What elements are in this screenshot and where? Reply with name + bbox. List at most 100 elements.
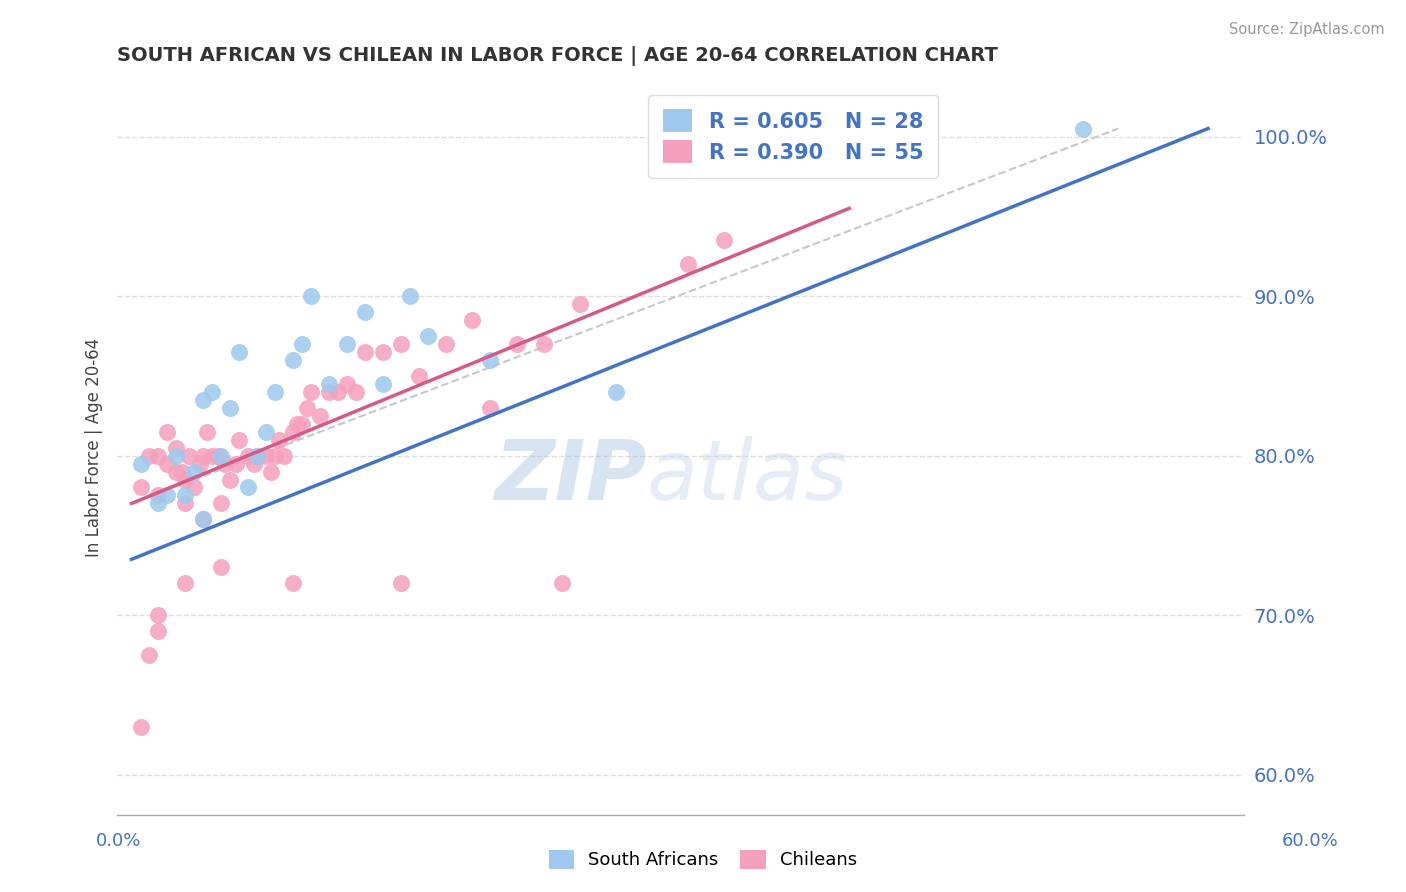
Point xyxy=(479,401,502,415)
Point xyxy=(138,648,160,662)
Point xyxy=(676,257,699,271)
Point xyxy=(281,352,304,367)
Point xyxy=(254,425,277,439)
Point xyxy=(260,465,283,479)
Point xyxy=(551,576,574,591)
Point xyxy=(148,496,170,510)
Point xyxy=(165,465,187,479)
Point xyxy=(207,449,229,463)
Point xyxy=(183,481,205,495)
Point xyxy=(408,368,430,383)
Point xyxy=(219,473,242,487)
Point xyxy=(193,512,215,526)
Point xyxy=(461,313,484,327)
Point xyxy=(183,465,205,479)
Point xyxy=(238,481,260,495)
Point xyxy=(326,384,349,399)
Point xyxy=(129,481,152,495)
Point xyxy=(416,329,439,343)
Point xyxy=(165,449,187,463)
Text: Source: ZipAtlas.com: Source: ZipAtlas.com xyxy=(1229,22,1385,37)
Point xyxy=(299,289,322,303)
Point xyxy=(273,449,295,463)
Point xyxy=(129,720,152,734)
Point xyxy=(201,449,224,463)
Point xyxy=(225,457,247,471)
Point xyxy=(291,417,314,431)
Point xyxy=(219,401,242,415)
Point xyxy=(533,337,555,351)
Point xyxy=(371,344,394,359)
Point xyxy=(209,560,232,574)
Point xyxy=(267,433,290,447)
Point xyxy=(281,425,304,439)
Text: 0.0%: 0.0% xyxy=(96,831,141,849)
Point xyxy=(188,457,211,471)
Point xyxy=(148,624,170,638)
Point xyxy=(170,465,193,479)
Legend: R = 0.605   N = 28, R = 0.390   N = 55: R = 0.605 N = 28, R = 0.390 N = 55 xyxy=(648,95,938,178)
Point xyxy=(165,441,187,455)
Point xyxy=(389,337,412,351)
Point xyxy=(174,473,197,487)
Point xyxy=(285,417,308,431)
Point xyxy=(353,305,375,319)
Point xyxy=(201,384,224,399)
Point xyxy=(371,376,394,391)
Point xyxy=(138,449,160,463)
Point xyxy=(174,488,197,502)
Point xyxy=(318,384,340,399)
Point xyxy=(148,488,170,502)
Point xyxy=(318,376,340,391)
Point xyxy=(156,425,179,439)
Point xyxy=(238,449,260,463)
Point xyxy=(309,409,332,423)
Point xyxy=(605,384,627,399)
Point xyxy=(336,337,359,351)
Point xyxy=(129,457,152,471)
Point xyxy=(193,392,215,407)
Point xyxy=(336,376,359,391)
Point xyxy=(195,425,218,439)
Point xyxy=(156,457,179,471)
Point xyxy=(434,337,457,351)
Point xyxy=(353,344,375,359)
Point xyxy=(569,297,592,311)
Point xyxy=(291,337,314,351)
Point xyxy=(246,449,269,463)
Point xyxy=(281,576,304,591)
Point xyxy=(398,289,420,303)
Point xyxy=(156,488,179,502)
Point xyxy=(344,384,367,399)
Point xyxy=(246,449,269,463)
Text: 60.0%: 60.0% xyxy=(1282,831,1339,849)
Point xyxy=(242,457,264,471)
Point xyxy=(177,449,200,463)
Point xyxy=(148,449,170,463)
Point xyxy=(254,449,277,463)
Y-axis label: In Labor Force | Age 20-64: In Labor Force | Age 20-64 xyxy=(86,338,103,558)
Point xyxy=(209,449,232,463)
Point xyxy=(389,576,412,591)
Point xyxy=(479,352,502,367)
Point xyxy=(1071,121,1094,136)
Point xyxy=(148,608,170,623)
Point xyxy=(506,337,529,351)
Point xyxy=(264,384,287,399)
Text: SOUTH AFRICAN VS CHILEAN IN LABOR FORCE | AGE 20-64 CORRELATION CHART: SOUTH AFRICAN VS CHILEAN IN LABOR FORCE … xyxy=(117,46,998,66)
Point xyxy=(713,233,735,247)
Legend: South Africans, Chileans: South Africans, Chileans xyxy=(540,841,866,879)
Point xyxy=(214,457,236,471)
Point xyxy=(264,449,287,463)
Point xyxy=(299,384,322,399)
Text: atlas: atlas xyxy=(647,436,848,517)
Point xyxy=(193,512,215,526)
Point xyxy=(297,401,319,415)
Point xyxy=(174,576,197,591)
Point xyxy=(193,449,215,463)
Point xyxy=(228,344,250,359)
Text: ZIP: ZIP xyxy=(494,436,647,517)
Point xyxy=(228,433,250,447)
Point xyxy=(174,496,197,510)
Point xyxy=(209,496,232,510)
